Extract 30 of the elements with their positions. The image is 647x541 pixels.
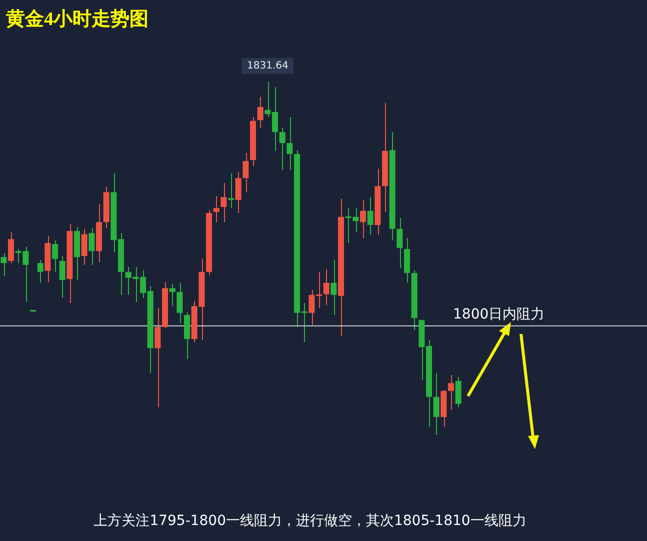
ref-line-label: 1800日内阻力 — [453, 306, 545, 323]
candlestick — [228, 172, 234, 209]
candlestick — [396, 217, 403, 269]
candlestick — [169, 283, 176, 307]
candlestick — [279, 127, 286, 170]
candlestick — [330, 259, 337, 316]
candlestick — [433, 372, 440, 436]
candlestick — [8, 232, 14, 264]
candlestick — [176, 282, 183, 324]
candlestick — [448, 374, 454, 410]
candlestick — [235, 172, 242, 214]
candlestick — [455, 376, 462, 408]
candlestick — [360, 199, 366, 239]
candlestick — [0, 252, 7, 277]
candlestick — [367, 196, 374, 236]
candlestick — [154, 307, 161, 408]
candlestick — [242, 152, 249, 193]
candlestick — [323, 268, 330, 306]
candlestick — [37, 259, 44, 284]
candlestick — [52, 240, 58, 272]
annotation: 1831.64 — [246, 60, 288, 72]
candlestick — [286, 116, 293, 170]
candlestick — [88, 228, 95, 266]
candlestick — [213, 196, 220, 223]
text: 上方关注1795-1800一线阻力，进行做空，其次1805-1810一线阻力 — [92, 512, 528, 530]
candlestick — [59, 256, 66, 299]
chart-title: 黄金4小时走势图 — [6, 8, 148, 32]
candlestick — [257, 96, 264, 128]
candlestick — [220, 182, 227, 223]
candlestick — [81, 228, 88, 266]
